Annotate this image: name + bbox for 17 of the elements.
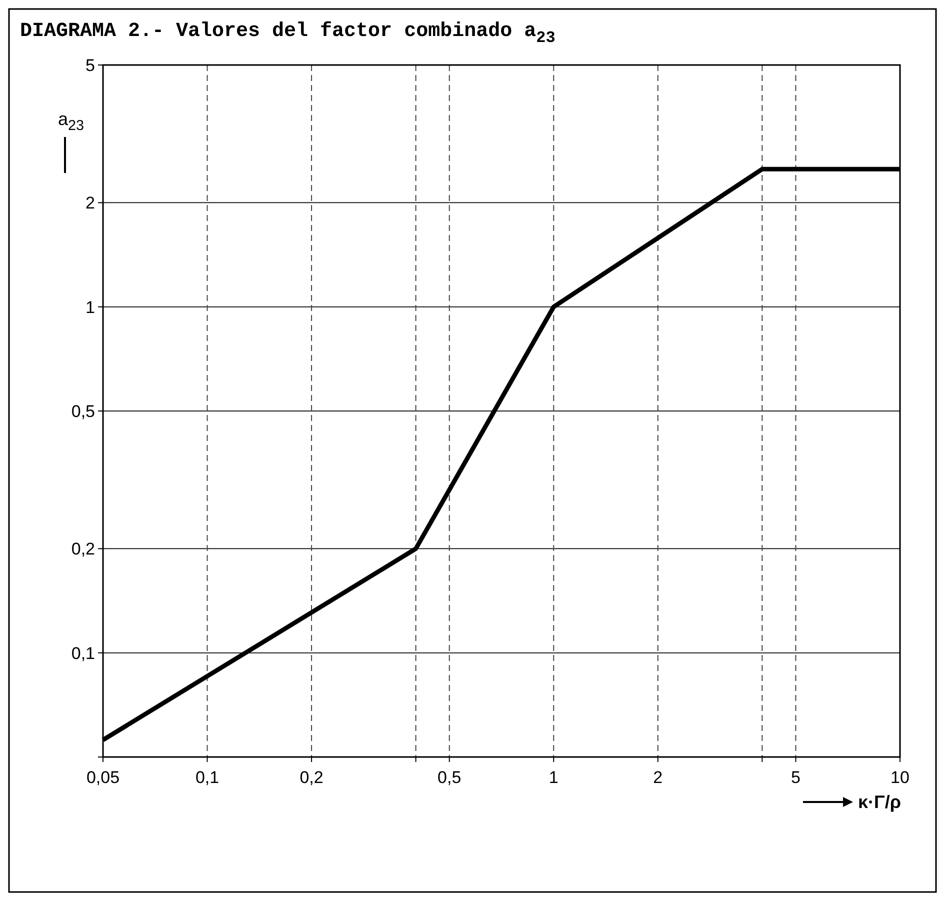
x-tick-label: 5 — [791, 768, 800, 787]
y-tick-label: 2 — [86, 194, 95, 213]
chart-title: DIAGRAMA 2.- Valores del factor combinado a$_{23}$ — [20, 20, 556, 47]
y-tick-label: 5 — [86, 56, 95, 75]
y-axis-title: a$_{23}$ — [58, 109, 84, 134]
x-tick-label: 0,1 — [195, 768, 220, 787]
x-tick-label: 10 — [890, 768, 910, 787]
x-tick-label: 1 — [548, 768, 558, 787]
y-tick-label: 1 — [86, 298, 95, 317]
x-tick-label: 0,2 — [300, 768, 324, 787]
x-axis-title: κ·Γ/ρ — [858, 792, 901, 812]
y-tick-label: 0,2 — [71, 540, 95, 559]
x-tick-label: 2 — [653, 768, 663, 787]
x-tick-label: 0,05 — [86, 768, 120, 787]
y-tick-label: 0,1 — [71, 644, 95, 663]
x-tick-label: 0,5 — [438, 768, 462, 787]
y-tick-label: 0,5 — [71, 402, 95, 421]
